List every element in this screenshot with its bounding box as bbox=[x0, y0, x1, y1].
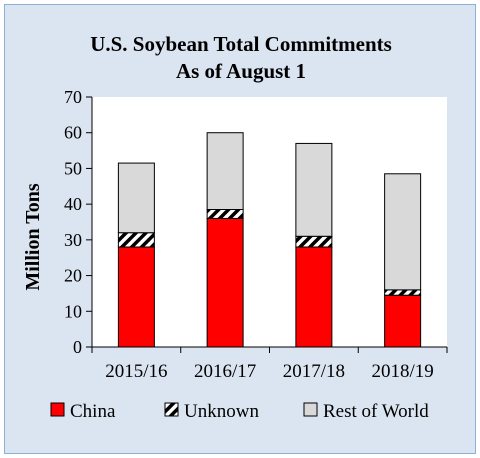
x-tick-label: 2015/16 bbox=[105, 361, 167, 382]
bar-china bbox=[206, 217, 244, 348]
bar-unknown bbox=[117, 232, 155, 248]
bar-rest-of-world bbox=[295, 142, 333, 237]
legend-label: Rest of World bbox=[323, 401, 429, 422]
y-tick-label: 0 bbox=[73, 337, 82, 357]
bar-unknown bbox=[384, 289, 422, 296]
y-tick-label: 70 bbox=[64, 87, 82, 107]
x-tick-label: 2018/19 bbox=[371, 361, 433, 382]
y-tick-label: 10 bbox=[64, 301, 82, 321]
y-tick-label: 20 bbox=[64, 266, 82, 286]
y-tick-label: 60 bbox=[64, 123, 82, 143]
chart-svg: 0 10 20 30 40 50 60 70 2015/16 2016/17 2017/18 2018… bbox=[50, 87, 448, 422]
legend-label: China bbox=[70, 401, 116, 422]
bar-rest-of-world bbox=[206, 132, 244, 210]
bar-china bbox=[295, 246, 333, 348]
bar-unknown bbox=[206, 209, 244, 219]
chart-frame: U.S. Soybean Total Commitments As of Aug… bbox=[4, 4, 476, 454]
legend-swatch bbox=[303, 402, 318, 417]
chart-title: U.S. Soybean Total Commitments bbox=[90, 32, 392, 56]
bar-rest-of-world bbox=[117, 162, 155, 234]
x-tick-label: 2016/17 bbox=[194, 361, 256, 382]
bar-china bbox=[117, 246, 155, 348]
y-tick-label: 40 bbox=[64, 194, 82, 214]
bar-rest-of-world bbox=[384, 173, 422, 291]
bar-china bbox=[384, 294, 422, 348]
bar-unknown bbox=[295, 235, 333, 248]
y-tick-label: 30 bbox=[64, 230, 82, 250]
y-tick-label: 50 bbox=[64, 158, 82, 178]
legend-swatch bbox=[50, 402, 65, 417]
chart-subtitle: As of August 1 bbox=[175, 59, 307, 83]
x-tick-label: 2017/18 bbox=[283, 361, 345, 382]
legend-label: Unknown bbox=[184, 401, 259, 422]
legend-swatch bbox=[164, 402, 179, 417]
